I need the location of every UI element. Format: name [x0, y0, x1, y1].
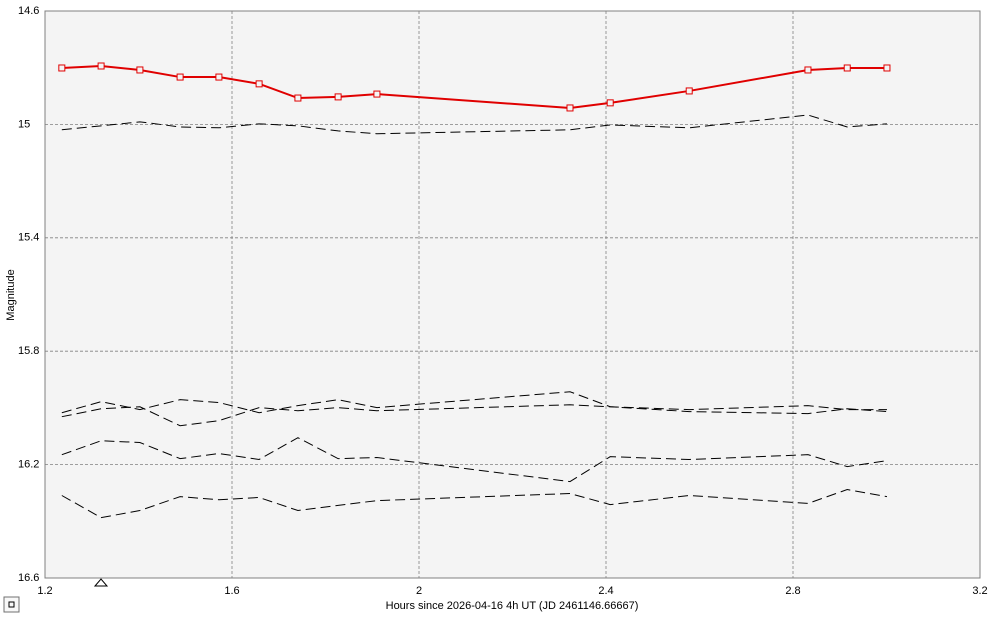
point-marker [373, 90, 381, 98]
x-tick-label: 2 [416, 585, 422, 597]
y-tick-label: 15.4 [18, 232, 39, 244]
y-tick-label: 15 [18, 118, 30, 130]
point-marker [685, 87, 693, 95]
plot-frame [44, 10, 981, 579]
series-layer [58, 62, 891, 519]
y-tick-label: 14.6 [18, 5, 39, 17]
point-marker [97, 62, 105, 70]
series-line [61, 489, 888, 519]
x-tick-label: 1.6 [224, 585, 239, 597]
point-marker [215, 73, 223, 81]
position-marker [93, 578, 109, 587]
y-axis-label: Magnitude [5, 269, 17, 320]
button-icon [8, 601, 15, 608]
series-line [61, 404, 887, 427]
y-tick-label: 15.8 [18, 345, 39, 357]
y-tick-label: 16.2 [18, 459, 39, 471]
series-line [61, 437, 888, 483]
point-marker [255, 80, 263, 88]
y-tick-label: 16.6 [18, 572, 39, 584]
point-marker [58, 64, 66, 72]
point-marker [294, 94, 302, 102]
x-tick-label: 1.2 [37, 585, 52, 597]
point-marker [843, 64, 851, 72]
x-axis-label: Hours since 2026-04-16 4h UT (JD 2461146… [386, 600, 639, 612]
x-tick-label: 2.8 [785, 585, 800, 597]
x-tick-label: 3.2 [972, 585, 987, 597]
point-marker [176, 73, 184, 81]
series-line [61, 391, 888, 415]
point-marker [566, 104, 574, 112]
point-marker [883, 64, 891, 72]
series-line [61, 114, 888, 135]
x-tick-label: 2.4 [598, 585, 613, 597]
point-marker [136, 66, 144, 74]
button[interactable] [3, 596, 20, 613]
point-marker [334, 93, 342, 101]
plot-area [45, 11, 980, 578]
point-marker [606, 99, 614, 107]
point-marker [804, 66, 812, 74]
